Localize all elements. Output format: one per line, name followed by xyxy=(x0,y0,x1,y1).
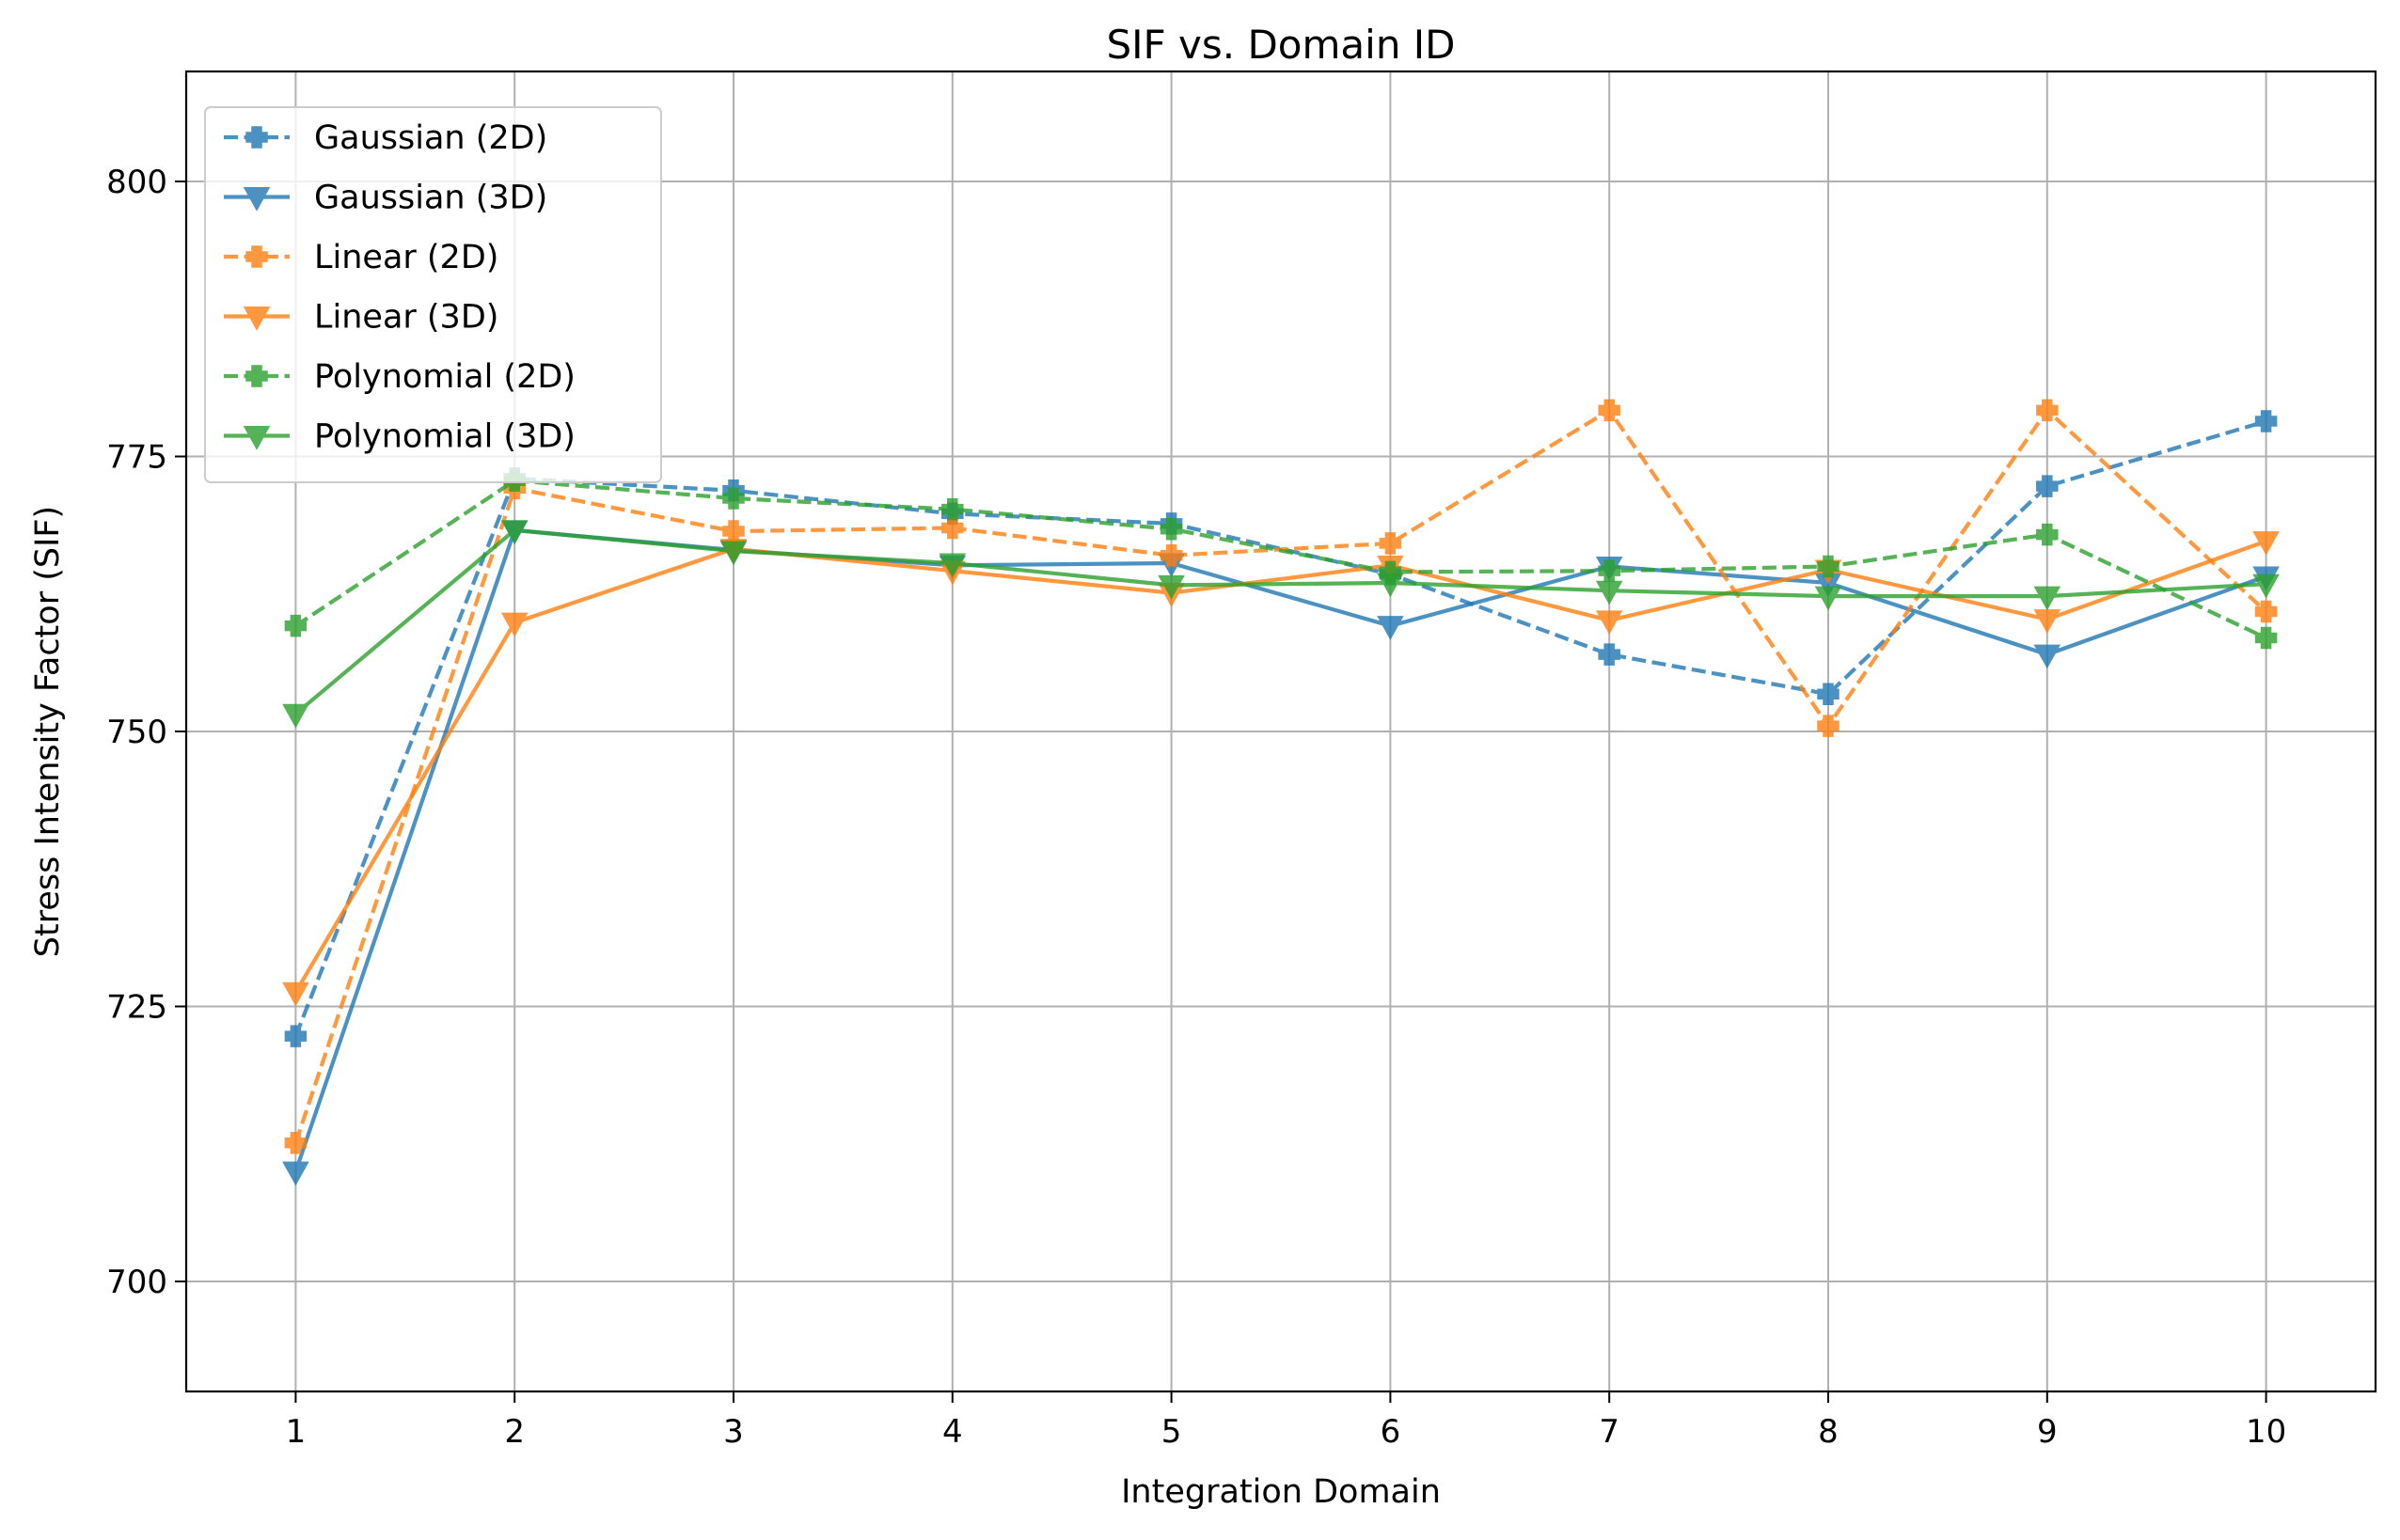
legend-swatch xyxy=(224,126,290,149)
series-line xyxy=(294,527,2266,715)
legend-item: Polynomial (3D) xyxy=(224,418,576,456)
data-point xyxy=(1817,715,1839,737)
legend-swatch xyxy=(224,306,290,331)
series-5 xyxy=(284,469,2278,650)
x-tick-label: 8 xyxy=(1818,1413,1839,1451)
legend-label: Gaussian (2D) xyxy=(314,119,547,157)
data-point xyxy=(282,1161,309,1186)
data-point xyxy=(1160,544,1183,567)
legend-marker xyxy=(245,245,268,268)
y-tick-label: 700 xyxy=(106,1264,167,1301)
x-tick-label: 2 xyxy=(504,1413,525,1451)
legend-box xyxy=(204,106,662,483)
data-point xyxy=(500,612,529,637)
data-point xyxy=(1595,580,1623,605)
legend-label: Linear (3D) xyxy=(314,299,498,337)
legend-swatch xyxy=(224,426,290,450)
data-point xyxy=(1377,616,1404,640)
legend: Gaussian (2D) Gaussian (3D) Linear (2D) Lin… xyxy=(204,106,662,483)
data-point xyxy=(1160,517,1183,541)
x-tick-label: 6 xyxy=(1381,1413,1401,1451)
grid xyxy=(186,71,2376,1391)
data-point xyxy=(282,703,309,729)
series-6 xyxy=(282,520,2280,729)
legend-marker xyxy=(243,187,271,212)
x-tick-label: 3 xyxy=(723,1413,744,1451)
x-tick-label: 7 xyxy=(1599,1413,1619,1451)
data-point xyxy=(2033,586,2061,611)
y-tick-label: 775 xyxy=(106,439,167,477)
data-point xyxy=(1817,555,1839,578)
data-point xyxy=(719,541,748,566)
legend-item: Linear (2D) xyxy=(224,239,498,276)
data-point xyxy=(2033,644,2061,669)
data-point xyxy=(1379,532,1402,555)
y-axis-label: Stress Intensity Factor (SIF) xyxy=(29,506,67,957)
legend-item: Gaussian (3D) xyxy=(224,180,547,217)
data-point xyxy=(2254,410,2278,432)
y-tick-label: 725 xyxy=(106,989,167,1027)
x-axis-label: Integration Domain xyxy=(1121,1473,1441,1511)
legend-swatch xyxy=(224,245,290,268)
x-tick-label: 5 xyxy=(1161,1413,1182,1451)
data-point xyxy=(1595,610,1623,636)
data-point xyxy=(722,487,745,510)
legend-marker xyxy=(245,365,268,387)
data-point xyxy=(2036,399,2059,422)
legend-item: Gaussian (2D) xyxy=(224,119,547,157)
legend-label: Polynomial (3D) xyxy=(314,418,576,456)
data-point xyxy=(1598,399,1620,422)
data-point xyxy=(1598,643,1620,666)
data-point xyxy=(2254,600,2278,623)
series-line xyxy=(294,479,2267,640)
legend-label: Linear (2D) xyxy=(314,239,498,276)
series-line xyxy=(293,419,2267,1037)
legend-item: Linear (3D) xyxy=(224,299,498,337)
data-point xyxy=(500,520,529,545)
data-point xyxy=(1817,683,1839,705)
data-point xyxy=(1814,586,1842,611)
x-tick-label: 4 xyxy=(942,1413,963,1451)
x-tick-label: 10 xyxy=(2246,1413,2286,1451)
legend-swatch xyxy=(224,187,290,212)
chart-title: SIF vs. Domain ID xyxy=(1106,22,1455,68)
data-point xyxy=(282,982,309,1007)
data-point xyxy=(2036,475,2059,497)
data-point xyxy=(1158,574,1185,600)
x-tick-label: 1 xyxy=(286,1413,307,1451)
legend-swatch xyxy=(224,365,290,387)
data-point xyxy=(284,1025,308,1047)
data-point xyxy=(284,1131,308,1155)
data-point xyxy=(941,497,964,521)
legend-label: Gaussian (3D) xyxy=(314,180,547,217)
legend-item: Polynomial (2D) xyxy=(224,358,576,396)
data-point xyxy=(1377,573,1404,598)
data-point xyxy=(941,516,964,540)
data-point xyxy=(939,553,967,578)
data-point xyxy=(284,614,308,637)
legend-marker xyxy=(243,306,271,331)
legend-marker xyxy=(243,426,271,450)
y-tick-label: 750 xyxy=(106,714,167,751)
data-point xyxy=(2252,574,2280,599)
y-tick-label: 800 xyxy=(106,164,167,201)
axis-ticks: 1 2 3 4 5 6 7 8 9 10 700 725 750 775 800 xyxy=(106,164,2286,1451)
data-point xyxy=(2254,626,2278,650)
data-point xyxy=(2036,523,2059,546)
x-tick-label: 9 xyxy=(2037,1413,2058,1451)
legend-marker xyxy=(245,126,268,149)
legend-label: Polynomial (2D) xyxy=(314,358,576,396)
series-layer xyxy=(282,399,2280,1186)
data-point xyxy=(2252,531,2280,556)
